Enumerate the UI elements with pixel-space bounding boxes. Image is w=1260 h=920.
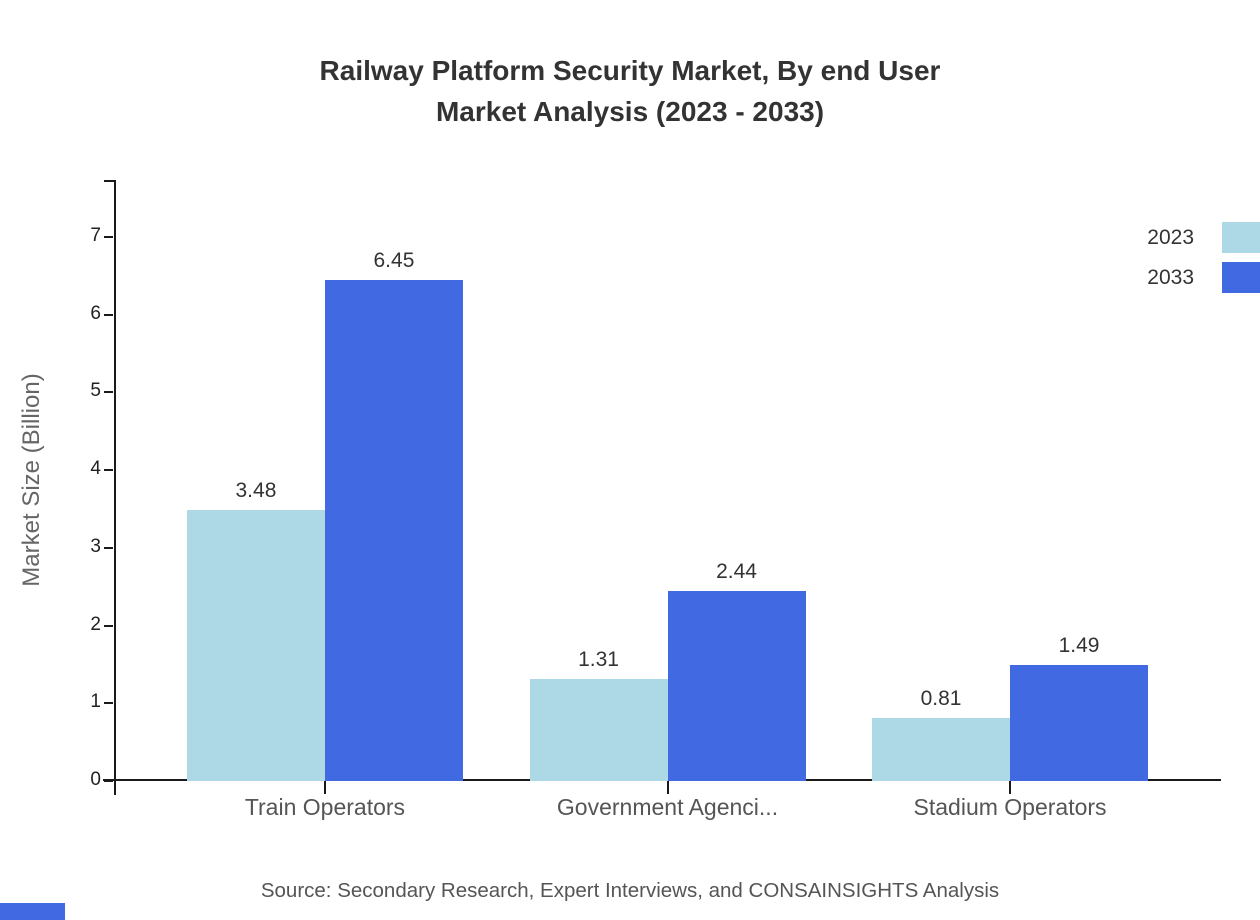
bar-value-label: 0.81 (920, 687, 962, 711)
y-tick-label-1: 1 (90, 691, 101, 713)
bar-2023-category-1 (529, 679, 668, 781)
legend-label-2033: 2033 (1147, 265, 1194, 289)
y-tick-1 (104, 702, 113, 705)
y-tick-label-7: 7 (90, 224, 101, 246)
y-tick-label-6: 6 (90, 302, 101, 324)
brand-bar (0, 903, 65, 920)
legend-item-2033: 2033 (1147, 262, 1260, 293)
y-tick-label-2: 2 (90, 613, 101, 635)
y-tick-label-4: 4 (90, 458, 101, 479)
source-note: Source: Secondary Research, Expert Inter… (260, 879, 1000, 902)
bar-value-label: 6.45 (373, 248, 415, 272)
y-tick-4 (104, 469, 113, 471)
bar-value-label: 2.44 (716, 560, 757, 584)
bar-2033-category-0 (324, 279, 463, 781)
y-axis-line (114, 180, 116, 795)
y-axis-title: Market Size (Billion) (18, 373, 45, 587)
y-tick-3 (104, 546, 113, 549)
bar-2033-category-1 (667, 591, 806, 781)
bar-2033-category-2 (1010, 665, 1149, 781)
bar-value-label: 1.49 (1058, 634, 1100, 658)
y-tick-6 (104, 313, 113, 316)
x-tick-1 (666, 781, 669, 794)
y-axis-top-tick (104, 180, 115, 182)
y-tick-label-0: 0 (90, 769, 101, 790)
legend: 2023 2033 (1147, 222, 1260, 293)
x-category-label: Government Agenci... (556, 794, 779, 820)
y-tick-label-3: 3 (90, 535, 101, 557)
bar-value-label: 1.31 (578, 648, 619, 672)
y-tick-0 (104, 780, 113, 782)
y-tick-5 (104, 391, 113, 394)
x-category-label: Stadium Operators (913, 794, 1107, 820)
x-tick-2 (1009, 781, 1012, 794)
plot-area: 0 1 2 3 4 5 6 7 3.48 6.45 Train Operators 1.31 2.44 G… (90, 180, 1220, 820)
legend-label-2023: 2023 (1147, 225, 1194, 249)
y-tick-2 (104, 624, 113, 627)
legend-item-2023: 2023 (1147, 222, 1260, 253)
bar-value-label: 3.48 (235, 479, 277, 503)
legend-swatch-2023 (1222, 222, 1260, 253)
bar-2023-category-2 (872, 718, 1011, 781)
chart-title: Railway Platform Security Market, By end… (319, 55, 941, 127)
x-category-label: Train Operators (244, 794, 406, 820)
bar-2023-category-0 (186, 510, 325, 781)
legend-swatch-2033 (1222, 262, 1260, 293)
x-tick-0 (323, 781, 326, 794)
y-tick-7 (104, 235, 113, 238)
y-tick-label-5: 5 (90, 380, 101, 402)
